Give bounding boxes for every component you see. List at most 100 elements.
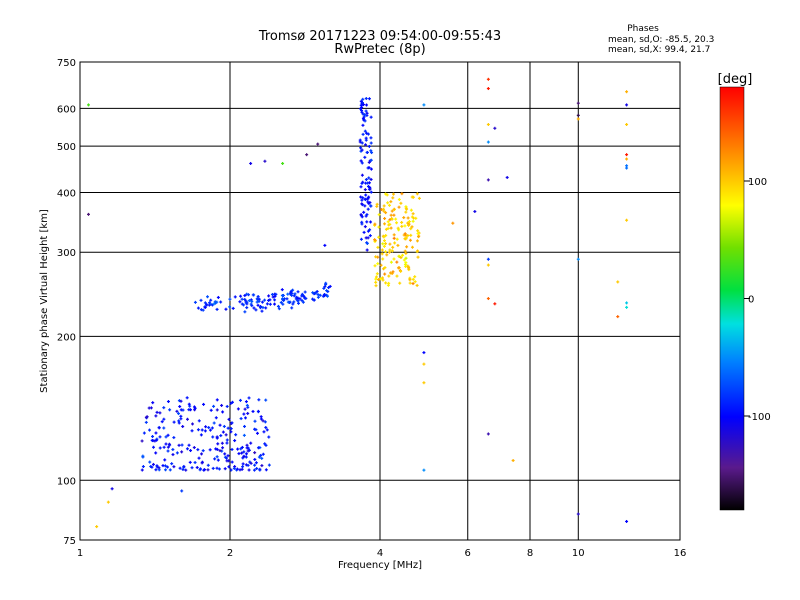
data-point <box>86 103 90 107</box>
data-point <box>311 291 315 295</box>
data-point <box>451 221 455 225</box>
data-point <box>162 445 166 449</box>
data-point <box>395 260 399 264</box>
data-point <box>414 216 418 220</box>
data-point <box>390 271 394 275</box>
data-point <box>263 298 267 302</box>
data-point <box>230 400 234 404</box>
data-point <box>208 448 212 452</box>
data-point <box>157 426 161 430</box>
data-point <box>415 239 419 243</box>
data-point <box>240 297 244 301</box>
data-point <box>364 181 368 185</box>
data-point <box>162 417 166 421</box>
data-point <box>175 451 179 455</box>
data-point <box>243 424 247 428</box>
data-point <box>384 234 388 238</box>
data-point <box>166 400 170 404</box>
data-point <box>216 295 220 299</box>
data-point <box>219 434 223 438</box>
data-point <box>381 276 385 280</box>
data-point <box>171 453 175 457</box>
data-point <box>383 266 387 270</box>
data-point <box>399 201 403 205</box>
data-point <box>254 461 258 465</box>
data-point <box>625 301 629 305</box>
data-point <box>106 500 110 504</box>
data-point <box>408 278 412 282</box>
data-point <box>407 220 411 224</box>
data-point <box>375 272 379 276</box>
data-point <box>177 421 181 425</box>
data-point <box>197 456 201 460</box>
data-point <box>157 466 161 470</box>
colorbar-tick-label: 0 <box>748 295 754 306</box>
data-point <box>224 307 228 311</box>
data-point <box>411 212 415 216</box>
data-point <box>369 190 373 194</box>
data-point <box>168 408 172 412</box>
data-point <box>387 223 391 227</box>
data-point <box>369 158 373 162</box>
data-point <box>228 297 232 301</box>
data-point <box>394 217 398 221</box>
data-point <box>280 288 284 292</box>
data-point <box>168 468 172 472</box>
chart-subtitle: RwPretec (8p) <box>334 42 425 57</box>
data-point <box>206 463 210 467</box>
data-point <box>374 280 378 284</box>
data-point <box>411 219 415 223</box>
data-point <box>150 438 154 442</box>
data-point <box>486 87 490 91</box>
data-point <box>214 416 218 420</box>
data-point <box>407 223 411 227</box>
data-point <box>179 399 183 403</box>
data-point <box>625 90 629 94</box>
stats-o-line: mean, sd,O: -85.5, 20.3 <box>608 35 714 45</box>
data-point <box>180 443 184 447</box>
data-point <box>576 257 580 261</box>
data-point <box>384 227 388 231</box>
data-point <box>215 466 219 470</box>
data-point <box>374 255 378 259</box>
data-point <box>396 243 400 247</box>
data-point <box>285 297 289 301</box>
data-point <box>158 411 162 415</box>
data-point <box>265 428 269 432</box>
data-point <box>281 302 285 306</box>
data-point <box>387 281 391 285</box>
data-point <box>505 175 509 179</box>
data-point <box>220 403 224 407</box>
data-point <box>110 487 114 491</box>
data-point <box>261 305 265 309</box>
data-point <box>422 351 426 355</box>
data-point <box>486 432 490 436</box>
data-point <box>256 295 260 299</box>
data-point <box>215 408 219 412</box>
data-point <box>360 109 364 113</box>
chart-title: Tromsø 20171223 09:54:00-09:55:43 <box>258 29 501 44</box>
data-point <box>361 112 365 116</box>
data-point <box>240 445 244 449</box>
data-point <box>226 454 230 458</box>
data-point <box>398 281 402 285</box>
data-point <box>219 300 223 304</box>
data-point <box>267 294 271 298</box>
data-point <box>256 409 260 413</box>
data-point <box>365 220 369 224</box>
data-point <box>245 443 249 447</box>
data-point <box>409 208 413 212</box>
data-point <box>187 408 191 412</box>
data-point <box>235 467 239 471</box>
data-point <box>163 458 167 462</box>
data-point <box>210 426 214 430</box>
data-point <box>385 253 389 257</box>
data-point <box>213 457 217 461</box>
data-point <box>367 195 371 199</box>
data-point <box>226 426 230 430</box>
data-point <box>202 402 206 406</box>
data-point <box>363 204 367 208</box>
data-point <box>360 148 364 152</box>
data-point <box>377 213 381 217</box>
data-point <box>260 464 264 468</box>
